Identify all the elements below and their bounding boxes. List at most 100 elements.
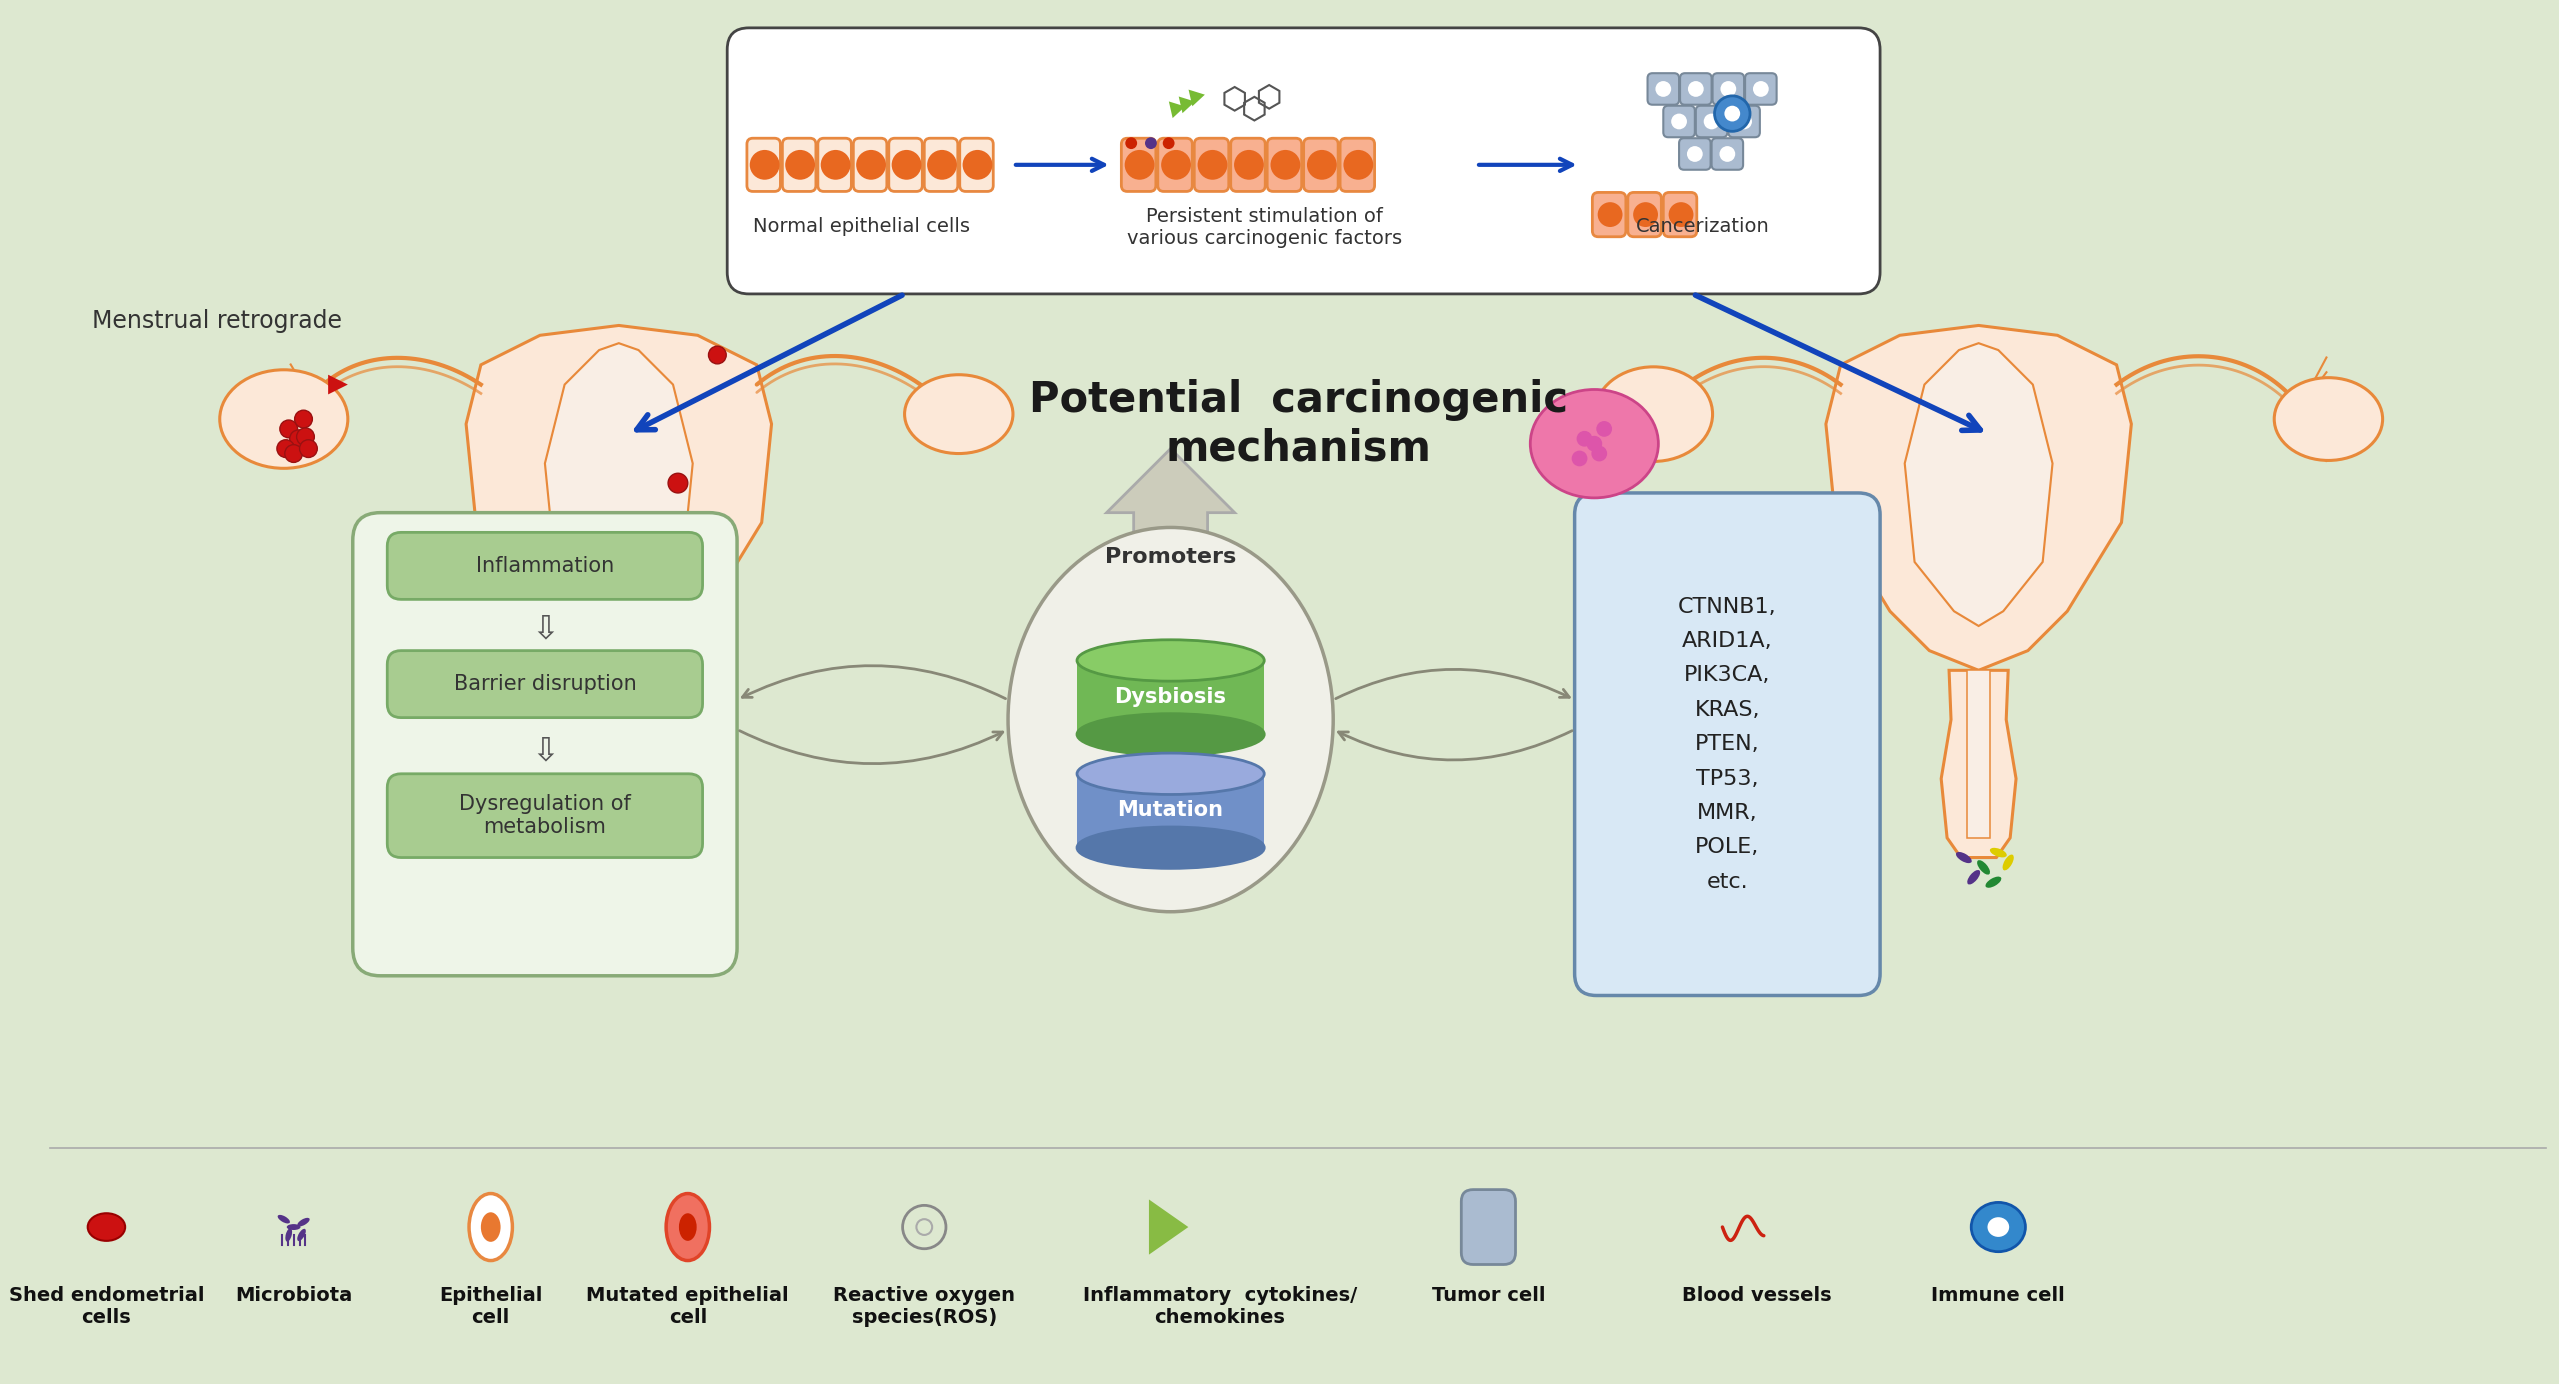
Text: CTNNB1,
ARID1A,
PIK3CA,
KRAS,
PTEN,
TP53,
MMR,
POLE,
etc.: CTNNB1, ARID1A, PIK3CA, KRAS, PTEN, TP53… xyxy=(1679,597,1776,891)
Ellipse shape xyxy=(297,1218,310,1226)
Circle shape xyxy=(709,346,727,364)
Ellipse shape xyxy=(1594,367,1712,461)
Bar xyxy=(1077,774,1264,847)
Polygon shape xyxy=(328,375,348,394)
Circle shape xyxy=(750,149,780,180)
FancyBboxPatch shape xyxy=(747,138,780,191)
FancyBboxPatch shape xyxy=(924,138,957,191)
FancyBboxPatch shape xyxy=(1157,138,1192,191)
Ellipse shape xyxy=(1970,1203,2024,1251)
FancyBboxPatch shape xyxy=(852,138,888,191)
Text: ⇩: ⇩ xyxy=(530,735,558,768)
Ellipse shape xyxy=(287,1228,292,1241)
Ellipse shape xyxy=(1530,389,1658,498)
FancyBboxPatch shape xyxy=(1727,105,1761,137)
Circle shape xyxy=(1126,149,1154,180)
Text: Shed endometrial
cells: Shed endometrial cells xyxy=(8,1286,205,1327)
Ellipse shape xyxy=(665,1193,709,1261)
Circle shape xyxy=(294,410,312,428)
FancyBboxPatch shape xyxy=(819,138,852,191)
Ellipse shape xyxy=(903,375,1013,454)
Polygon shape xyxy=(466,325,773,670)
Text: Mutated epithelial
cell: Mutated epithelial cell xyxy=(586,1286,788,1327)
Text: Tumor cell: Tumor cell xyxy=(1433,1286,1546,1305)
FancyBboxPatch shape xyxy=(1628,192,1661,237)
FancyBboxPatch shape xyxy=(1592,192,1625,237)
Circle shape xyxy=(1233,149,1264,180)
FancyBboxPatch shape xyxy=(888,138,921,191)
FancyArrow shape xyxy=(1105,448,1233,897)
FancyBboxPatch shape xyxy=(1712,73,1745,105)
Polygon shape xyxy=(1904,343,2052,626)
Circle shape xyxy=(1162,149,1190,180)
Text: Inflammatory  cytokines/
chemokines: Inflammatory cytokines/ chemokines xyxy=(1082,1286,1356,1327)
Circle shape xyxy=(821,149,850,180)
FancyBboxPatch shape xyxy=(1574,493,1881,995)
FancyBboxPatch shape xyxy=(1697,105,1727,137)
Bar xyxy=(1077,660,1264,735)
Ellipse shape xyxy=(276,1215,289,1223)
Polygon shape xyxy=(1827,325,2132,670)
Text: Blood vessels: Blood vessels xyxy=(1681,1286,1832,1305)
Polygon shape xyxy=(1149,1200,1187,1255)
FancyBboxPatch shape xyxy=(1712,138,1743,170)
Circle shape xyxy=(1144,137,1157,149)
Ellipse shape xyxy=(1968,871,1981,884)
Circle shape xyxy=(1126,137,1136,149)
Text: Mutation: Mutation xyxy=(1118,800,1223,821)
FancyBboxPatch shape xyxy=(386,650,704,718)
Circle shape xyxy=(1597,421,1612,437)
FancyBboxPatch shape xyxy=(727,28,1881,293)
Circle shape xyxy=(284,444,302,462)
Circle shape xyxy=(1576,430,1592,447)
FancyBboxPatch shape xyxy=(1745,73,1776,105)
Text: Promoters: Promoters xyxy=(1105,547,1236,567)
Ellipse shape xyxy=(1077,753,1264,794)
Circle shape xyxy=(1715,95,1750,131)
FancyBboxPatch shape xyxy=(1681,73,1712,105)
Text: Microbiota: Microbiota xyxy=(235,1286,353,1305)
Circle shape xyxy=(1571,451,1587,466)
Ellipse shape xyxy=(1986,876,2001,887)
Text: Potential  carcinogenic
mechanism: Potential carcinogenic mechanism xyxy=(1029,379,1569,469)
FancyBboxPatch shape xyxy=(1267,138,1303,191)
Circle shape xyxy=(279,419,297,437)
Circle shape xyxy=(668,473,688,493)
FancyBboxPatch shape xyxy=(783,138,816,191)
Ellipse shape xyxy=(1077,714,1264,756)
FancyBboxPatch shape xyxy=(1341,138,1374,191)
Circle shape xyxy=(1269,149,1300,180)
FancyBboxPatch shape xyxy=(386,533,704,599)
Ellipse shape xyxy=(1077,828,1264,868)
Ellipse shape xyxy=(481,1212,502,1241)
Text: Epithelial
cell: Epithelial cell xyxy=(440,1286,543,1327)
Circle shape xyxy=(1198,149,1228,180)
Polygon shape xyxy=(581,670,655,858)
Circle shape xyxy=(1633,202,1658,227)
Ellipse shape xyxy=(1955,853,1973,864)
Text: Menstrual retrograde: Menstrual retrograde xyxy=(92,309,343,332)
Text: ⇩: ⇩ xyxy=(530,613,558,645)
Circle shape xyxy=(1308,149,1336,180)
Circle shape xyxy=(857,149,885,180)
FancyBboxPatch shape xyxy=(1663,105,1694,137)
Circle shape xyxy=(289,430,307,447)
FancyBboxPatch shape xyxy=(386,774,704,858)
Circle shape xyxy=(297,428,315,446)
Text: Persistent stimulation of
various carcinogenic factors: Persistent stimulation of various carcin… xyxy=(1126,208,1402,248)
FancyBboxPatch shape xyxy=(1303,138,1338,191)
Ellipse shape xyxy=(1008,527,1333,912)
Circle shape xyxy=(299,440,317,458)
Circle shape xyxy=(1725,105,1740,122)
Ellipse shape xyxy=(1988,1217,2009,1237)
FancyBboxPatch shape xyxy=(1648,73,1679,105)
Text: Barrier disruption: Barrier disruption xyxy=(453,674,637,695)
Polygon shape xyxy=(606,670,630,837)
Circle shape xyxy=(926,149,957,180)
Circle shape xyxy=(1720,82,1735,97)
Ellipse shape xyxy=(468,1193,512,1261)
Circle shape xyxy=(1686,147,1702,162)
Circle shape xyxy=(1704,113,1720,129)
Ellipse shape xyxy=(1991,848,2006,858)
Circle shape xyxy=(962,149,993,180)
